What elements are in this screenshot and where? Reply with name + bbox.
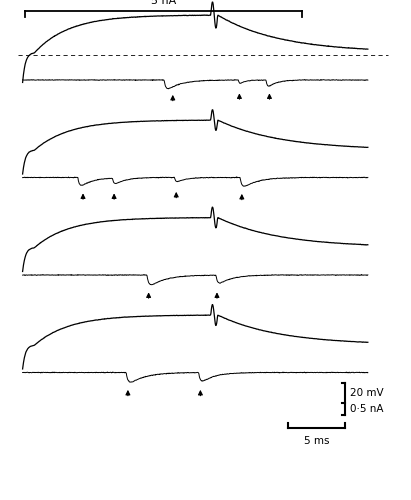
Text: 20 mV: 20 mV bbox=[350, 388, 384, 398]
Text: 5 ms: 5 ms bbox=[304, 436, 329, 446]
Text: 5 nA: 5 nA bbox=[151, 0, 176, 6]
Text: 0·5 nA: 0·5 nA bbox=[350, 404, 384, 414]
